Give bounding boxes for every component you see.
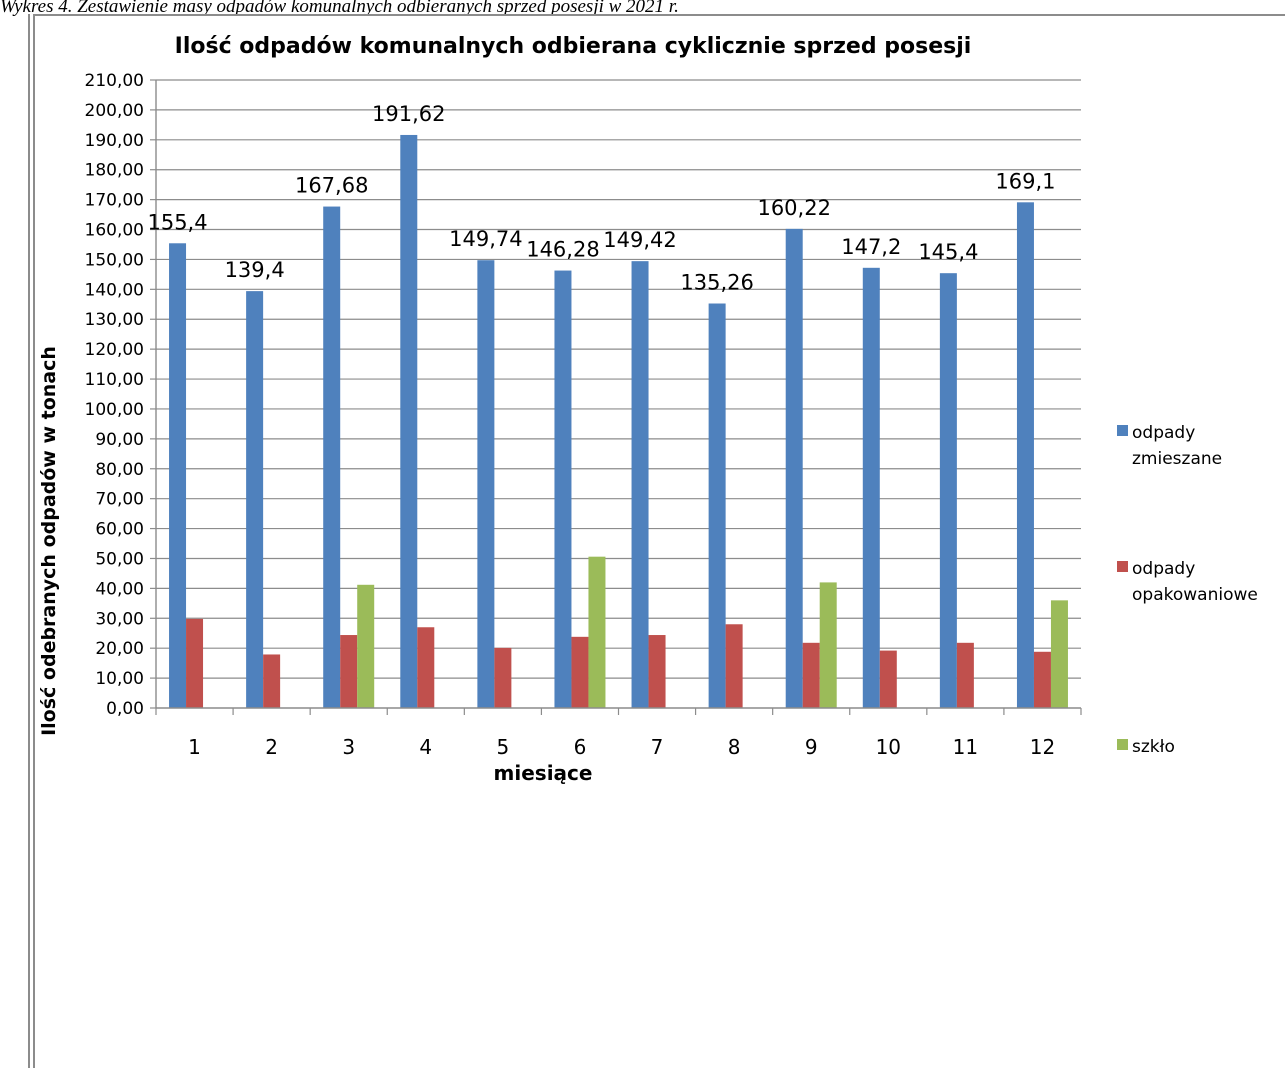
x-tick-label: 8 xyxy=(728,735,741,759)
data-label: 167,68 xyxy=(295,174,368,198)
y-tick-label: 170,00 xyxy=(85,191,144,211)
legend: odpady zmieszane odpady opakowaniowe szkło xyxy=(1117,423,1258,757)
x-tick-label: 9 xyxy=(805,735,818,759)
y-tick-label: 30,00 xyxy=(95,609,144,629)
y-tick-label: 80,00 xyxy=(95,460,144,480)
x-tick-label: 12 xyxy=(1030,735,1055,759)
labels: 0,00 10,00 20,00 30,00 40,00 50,00 60,00 70,00 8… xyxy=(85,71,1056,759)
y-tick-label: 0,00 xyxy=(106,699,144,719)
chart-frame xyxy=(33,14,1285,1068)
data-label: 149,42 xyxy=(603,228,676,252)
y-tick-label: 200,00 xyxy=(85,101,144,121)
y-tick-label: 190,00 xyxy=(85,131,144,151)
bar-3-3 xyxy=(357,584,375,708)
y-tick-label: 110,00 xyxy=(85,370,144,390)
data-label: 155,4 xyxy=(147,210,207,234)
data-label: 169,1 xyxy=(995,169,1055,193)
x-axis-title: miesiące xyxy=(494,761,593,785)
y-tick-label: 130,00 xyxy=(85,310,144,330)
x-tick-label: 10 xyxy=(876,735,901,759)
data-label: 146,28 xyxy=(526,238,599,262)
y-tick-label: 150,00 xyxy=(85,250,144,270)
y-tick-label: 20,00 xyxy=(95,639,144,659)
bar-2-9 xyxy=(802,642,820,708)
legend-label: odpady xyxy=(1132,559,1195,579)
legend-swatch-3 xyxy=(1117,739,1128,750)
axes xyxy=(150,79,1082,715)
figure-caption: Wykres 4. Zestawienie masy odpadów komun… xyxy=(0,0,679,17)
bar-1-10 xyxy=(862,267,880,708)
data-label: 149,74 xyxy=(449,227,522,251)
chart-title: Ilość odpadów komunalnych odbierana cykl… xyxy=(175,34,972,59)
legend-swatch-2 xyxy=(1117,561,1128,572)
bar-3-12 xyxy=(1050,600,1068,708)
x-tick-label: 1 xyxy=(188,735,201,759)
bar-2-4 xyxy=(417,627,435,708)
bar-1-9 xyxy=(785,228,803,708)
bar-1-6 xyxy=(554,270,572,708)
legend-swatch-1 xyxy=(1117,425,1128,436)
y-tick-label: 100,00 xyxy=(85,400,144,420)
y-tick-label: 60,00 xyxy=(95,520,144,540)
legend-label: szkło xyxy=(1132,737,1175,757)
y-tick-label: 10,00 xyxy=(95,669,144,689)
bar-1-3 xyxy=(323,206,341,708)
y-tick-label: 210,00 xyxy=(85,71,144,91)
data-label: 145,4 xyxy=(918,240,978,264)
bar-1-4 xyxy=(400,134,418,708)
bar-2-1 xyxy=(186,618,204,708)
y-axis-title: Ilość odebranych odpadów w tonach xyxy=(38,346,60,736)
bar-2-11 xyxy=(956,642,974,708)
bar-2-5 xyxy=(494,647,512,708)
y-tick-label: 50,00 xyxy=(95,549,144,569)
bar-2-3 xyxy=(340,635,358,708)
data-label: 147,2 xyxy=(841,235,901,259)
data-label: 135,26 xyxy=(680,271,753,295)
bar-1-12 xyxy=(1016,202,1034,708)
x-tick-label: 3 xyxy=(342,735,355,759)
bar-1-11 xyxy=(939,273,957,708)
bar-1-1 xyxy=(169,243,187,708)
bar-3-6 xyxy=(588,556,606,708)
x-tick-label: 2 xyxy=(265,735,278,759)
y-tick-label: 90,00 xyxy=(95,430,144,450)
page-border-line xyxy=(28,14,30,1068)
bar-2-12 xyxy=(1033,651,1051,708)
x-tick-label: 6 xyxy=(574,735,587,759)
x-tick-label: 7 xyxy=(651,735,664,759)
y-tick-label: 160,00 xyxy=(85,221,144,241)
data-label: 160,22 xyxy=(757,196,830,220)
bar-2-8 xyxy=(725,624,743,708)
bar-1-2 xyxy=(246,291,264,708)
y-tick-label: 40,00 xyxy=(95,579,144,599)
legend-label: odpady xyxy=(1132,423,1195,443)
data-label: 139,4 xyxy=(225,258,285,282)
bar-2-2 xyxy=(263,654,281,708)
bar-2-6 xyxy=(571,636,589,708)
bar-1-7 xyxy=(631,261,649,708)
bar-1-8 xyxy=(708,303,726,708)
bar-3-9 xyxy=(819,582,837,708)
x-tick-label: 4 xyxy=(419,735,432,759)
bars xyxy=(169,134,1068,708)
bar-2-10 xyxy=(879,650,897,708)
x-tick-label: 5 xyxy=(497,735,510,759)
gridlines xyxy=(156,79,1081,679)
legend-label: zmieszane xyxy=(1132,449,1222,469)
y-tick-label: 120,00 xyxy=(85,340,144,360)
legend-label: opakowaniowe xyxy=(1132,585,1258,605)
x-tick-label: 11 xyxy=(953,735,978,759)
y-tick-label: 180,00 xyxy=(85,161,144,181)
bar-2-7 xyxy=(648,635,666,708)
y-tick-label: 140,00 xyxy=(85,280,144,300)
bar-1-5 xyxy=(477,260,495,708)
y-tick-label: 70,00 xyxy=(95,490,144,510)
data-label: 191,62 xyxy=(372,102,445,126)
